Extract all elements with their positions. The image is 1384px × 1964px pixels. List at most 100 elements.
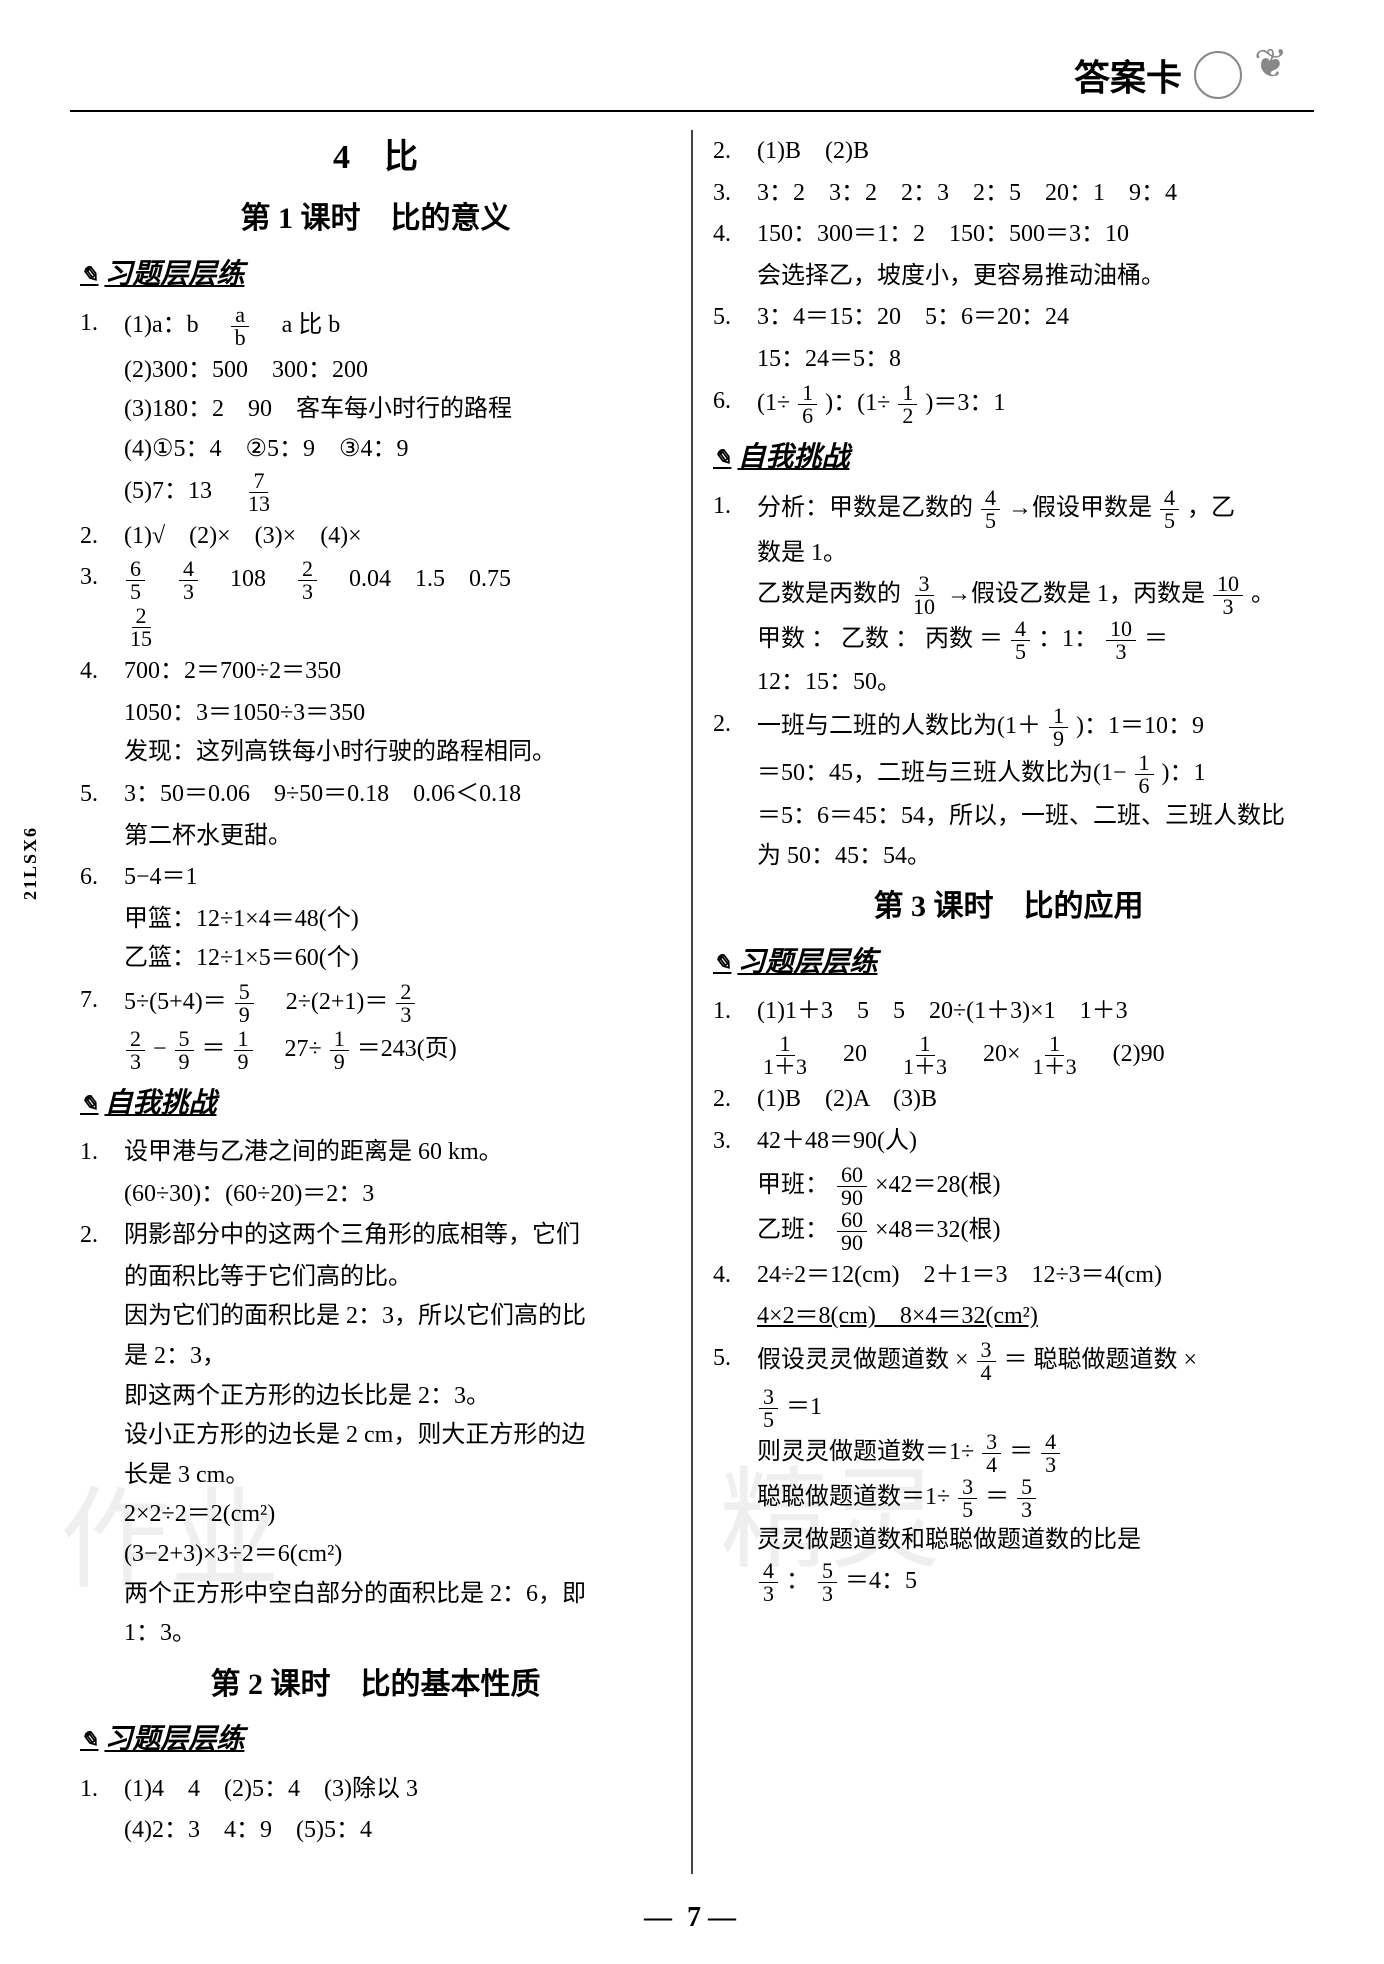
fraction: ab <box>231 304 250 349</box>
text: ＝ <box>985 1484 1009 1510</box>
fraction: 713 <box>244 470 274 515</box>
text: 则灵灵做题道数＝1÷ <box>757 1439 974 1465</box>
item-body: (1)√ (2)× (3)× (4)× <box>124 517 671 557</box>
item-num: 3. <box>80 558 124 603</box>
line: 为 50：45：54。 <box>713 837 1304 877</box>
lesson-1-title: 第 1 课时 比的意义 <box>80 194 671 244</box>
practice-heading-2: ✎ 习题层层练 <box>80 1717 671 1763</box>
text: − <box>153 1036 167 1062</box>
item-body: 分析：甲数是乙数的 45 →假设甲数是 45 ，乙 <box>757 487 1304 532</box>
practice-label: 习题层层练 <box>737 940 877 986</box>
fraction: 43 <box>759 1560 778 1605</box>
item-num: 4. <box>713 215 757 255</box>
item-body: (1)B (2)B <box>757 132 1304 172</box>
text: 108 <box>206 566 290 592</box>
text: (5)7：13 <box>124 478 212 504</box>
fraction: 45 <box>1011 618 1030 663</box>
text: ：1： <box>1038 626 1098 652</box>
q1: 1. (1)a：b ab a 比 b <box>80 304 671 349</box>
line: 35 ＝1 <box>713 1386 1304 1431</box>
pencil-icon: ✎ <box>713 945 731 981</box>
text: 乙班： <box>757 1217 829 1243</box>
fraction: 310 <box>909 573 939 618</box>
item-body: 5−4＝1 <box>124 858 671 898</box>
l3q1: 1. (1)1＋3 5 5 20÷(1＋3)×1 1＋3 <box>713 992 1304 1032</box>
line: 甲班： 6090 ×42＝28(根) <box>713 1164 1304 1209</box>
text: (1÷ <box>757 390 790 416</box>
page-number: 7 <box>687 1902 701 1933</box>
q2: 2. (1)B (2)B <box>713 132 1304 172</box>
item-num: 5. <box>713 298 757 338</box>
pencil-icon: ✎ <box>80 257 98 293</box>
q2: 2. (1)√ (2)× (3)× (4)× <box>80 517 671 557</box>
l3q2: 2. (1)B (2)A (3)B <box>713 1080 1304 1120</box>
q4: 4. 150：300＝1：2 150：500＝3：10 <box>713 215 1304 255</box>
item-body: 700：2＝700÷2＝350 <box>124 652 671 692</box>
fraction: 6090 <box>837 1209 867 1254</box>
item-body: 设甲港与乙港之间的距离是 60 km。 <box>124 1133 671 1173</box>
line: 甲数 ： 乙数 ： 丙数 ＝ 45 ：1： 103 ＝ <box>713 618 1304 663</box>
c1: 1. 分析：甲数是乙数的 45 →假设甲数是 45 ，乙 <box>713 487 1304 532</box>
line: (60÷30)：(60÷20)＝2：3 <box>80 1175 671 1215</box>
text: ×48＝32(根) <box>875 1217 1001 1243</box>
fraction: 19 <box>330 1028 349 1073</box>
item-body: 150：300＝1：2 150：500＝3：10 <box>757 215 1304 255</box>
text: ×42＝28(根) <box>875 1172 1001 1198</box>
item-num: 2. <box>713 705 757 750</box>
line: (2)300：500 300：200 <box>80 351 671 391</box>
fraction: 16 <box>798 382 817 427</box>
line: (4)2：3 4：9 (5)5：4 <box>80 1811 671 1851</box>
line: 则灵灵做题道数＝1÷ 34 ＝ 43 <box>713 1431 1304 1476</box>
page-body: 4 比 第 1 课时 比的意义 ✎ 习题层层练 1. (1)a：b ab a 比… <box>80 130 1304 1874</box>
fraction: 11＋3 <box>899 1033 951 1078</box>
line: ＝5：6＝45：54，所以，一班、二班、三班人数比 <box>713 797 1304 837</box>
line: 1：3。 <box>80 1614 671 1654</box>
item-body: 5÷(5+4)＝ 59 2÷(2+1)＝ 23 <box>124 981 671 1026</box>
fraction: 45 <box>1160 487 1179 532</box>
text: (1)a：b <box>124 312 199 338</box>
fraction: 43 <box>1041 1431 1060 1476</box>
item-body: (1)4 4 (2)5：4 (3)除以 3 <box>124 1770 671 1810</box>
text: )：1＝10：9 <box>1076 713 1204 739</box>
line: 11＋3 20 11＋3 20× 11＋3 (2)90 <box>713 1033 1304 1078</box>
practice-heading-3: ✎ 习题层层练 <box>713 940 1304 986</box>
challenge-label: 自我挑战 <box>737 435 849 481</box>
item-body: (1)a：b ab a 比 b <box>124 304 671 349</box>
line: 4×2＝8(cm) 8×4＝32(cm²) <box>713 1297 1304 1337</box>
item-body: 3：50＝0.06 9÷50＝0.18 0.06＜0.18 <box>124 775 671 815</box>
column-divider <box>691 130 693 1874</box>
stamp-icon <box>1194 51 1242 99</box>
q4: 4. 700：2＝700÷2＝350 <box>80 652 671 692</box>
fraction: 35 <box>759 1386 778 1431</box>
fraction: 6090 <box>837 1164 867 1209</box>
item-num: 2. <box>80 517 124 557</box>
practice-heading-1: ✎ 习题层层练 <box>80 252 671 298</box>
item-num: 6. <box>80 858 124 898</box>
line: (5)7：13 713 <box>80 470 671 515</box>
fraction: 45 <box>981 487 1000 532</box>
fraction: 35 <box>958 1476 977 1521</box>
l3q5: 5. 假设灵灵做题道数 × 34 ＝ 聪聪做题道数 × <box>713 1339 1304 1384</box>
header-rule <box>70 110 1314 112</box>
line: 2×2÷2＝2(cm²) <box>80 1495 671 1535</box>
item-body: 24÷2＝12(cm) 2＋1＝3 12÷3＝4(cm) <box>757 1256 1304 1296</box>
right-column: 2. (1)B (2)B 3. 3：2 3：2 2：3 2：5 20：1 9：4… <box>713 130 1304 1874</box>
fraction: 19 <box>1049 705 1068 750</box>
pencil-icon: ✎ <box>713 440 731 476</box>
l2q1: 1. (1)4 4 (2)5：4 (3)除以 3 <box>80 1770 671 1810</box>
line: 即这两个正方形的边长比是 2：3。 <box>80 1377 671 1417</box>
pencil-icon: ✎ <box>80 1722 98 1758</box>
lesson-2-title: 第 2 课时 比的基本性质 <box>80 1660 671 1710</box>
item-num: 6. <box>713 382 757 427</box>
item-num: 1. <box>80 1133 124 1173</box>
text: ＝ <box>1144 626 1168 652</box>
fraction: 65 <box>126 558 145 603</box>
line: 是 2：3， <box>80 1337 671 1377</box>
line: 发现：这列高铁每小时行驶的路程相同。 <box>80 733 671 773</box>
text: →假设甲数是 <box>1008 495 1152 521</box>
line: 43 ： 53 ＝4：5 <box>713 1560 1304 1605</box>
item-num: 3. <box>713 1122 757 1162</box>
fraction: 23 <box>396 981 415 1026</box>
item-num: 2. <box>713 1080 757 1120</box>
line: 15：24＝5：8 <box>713 340 1304 380</box>
